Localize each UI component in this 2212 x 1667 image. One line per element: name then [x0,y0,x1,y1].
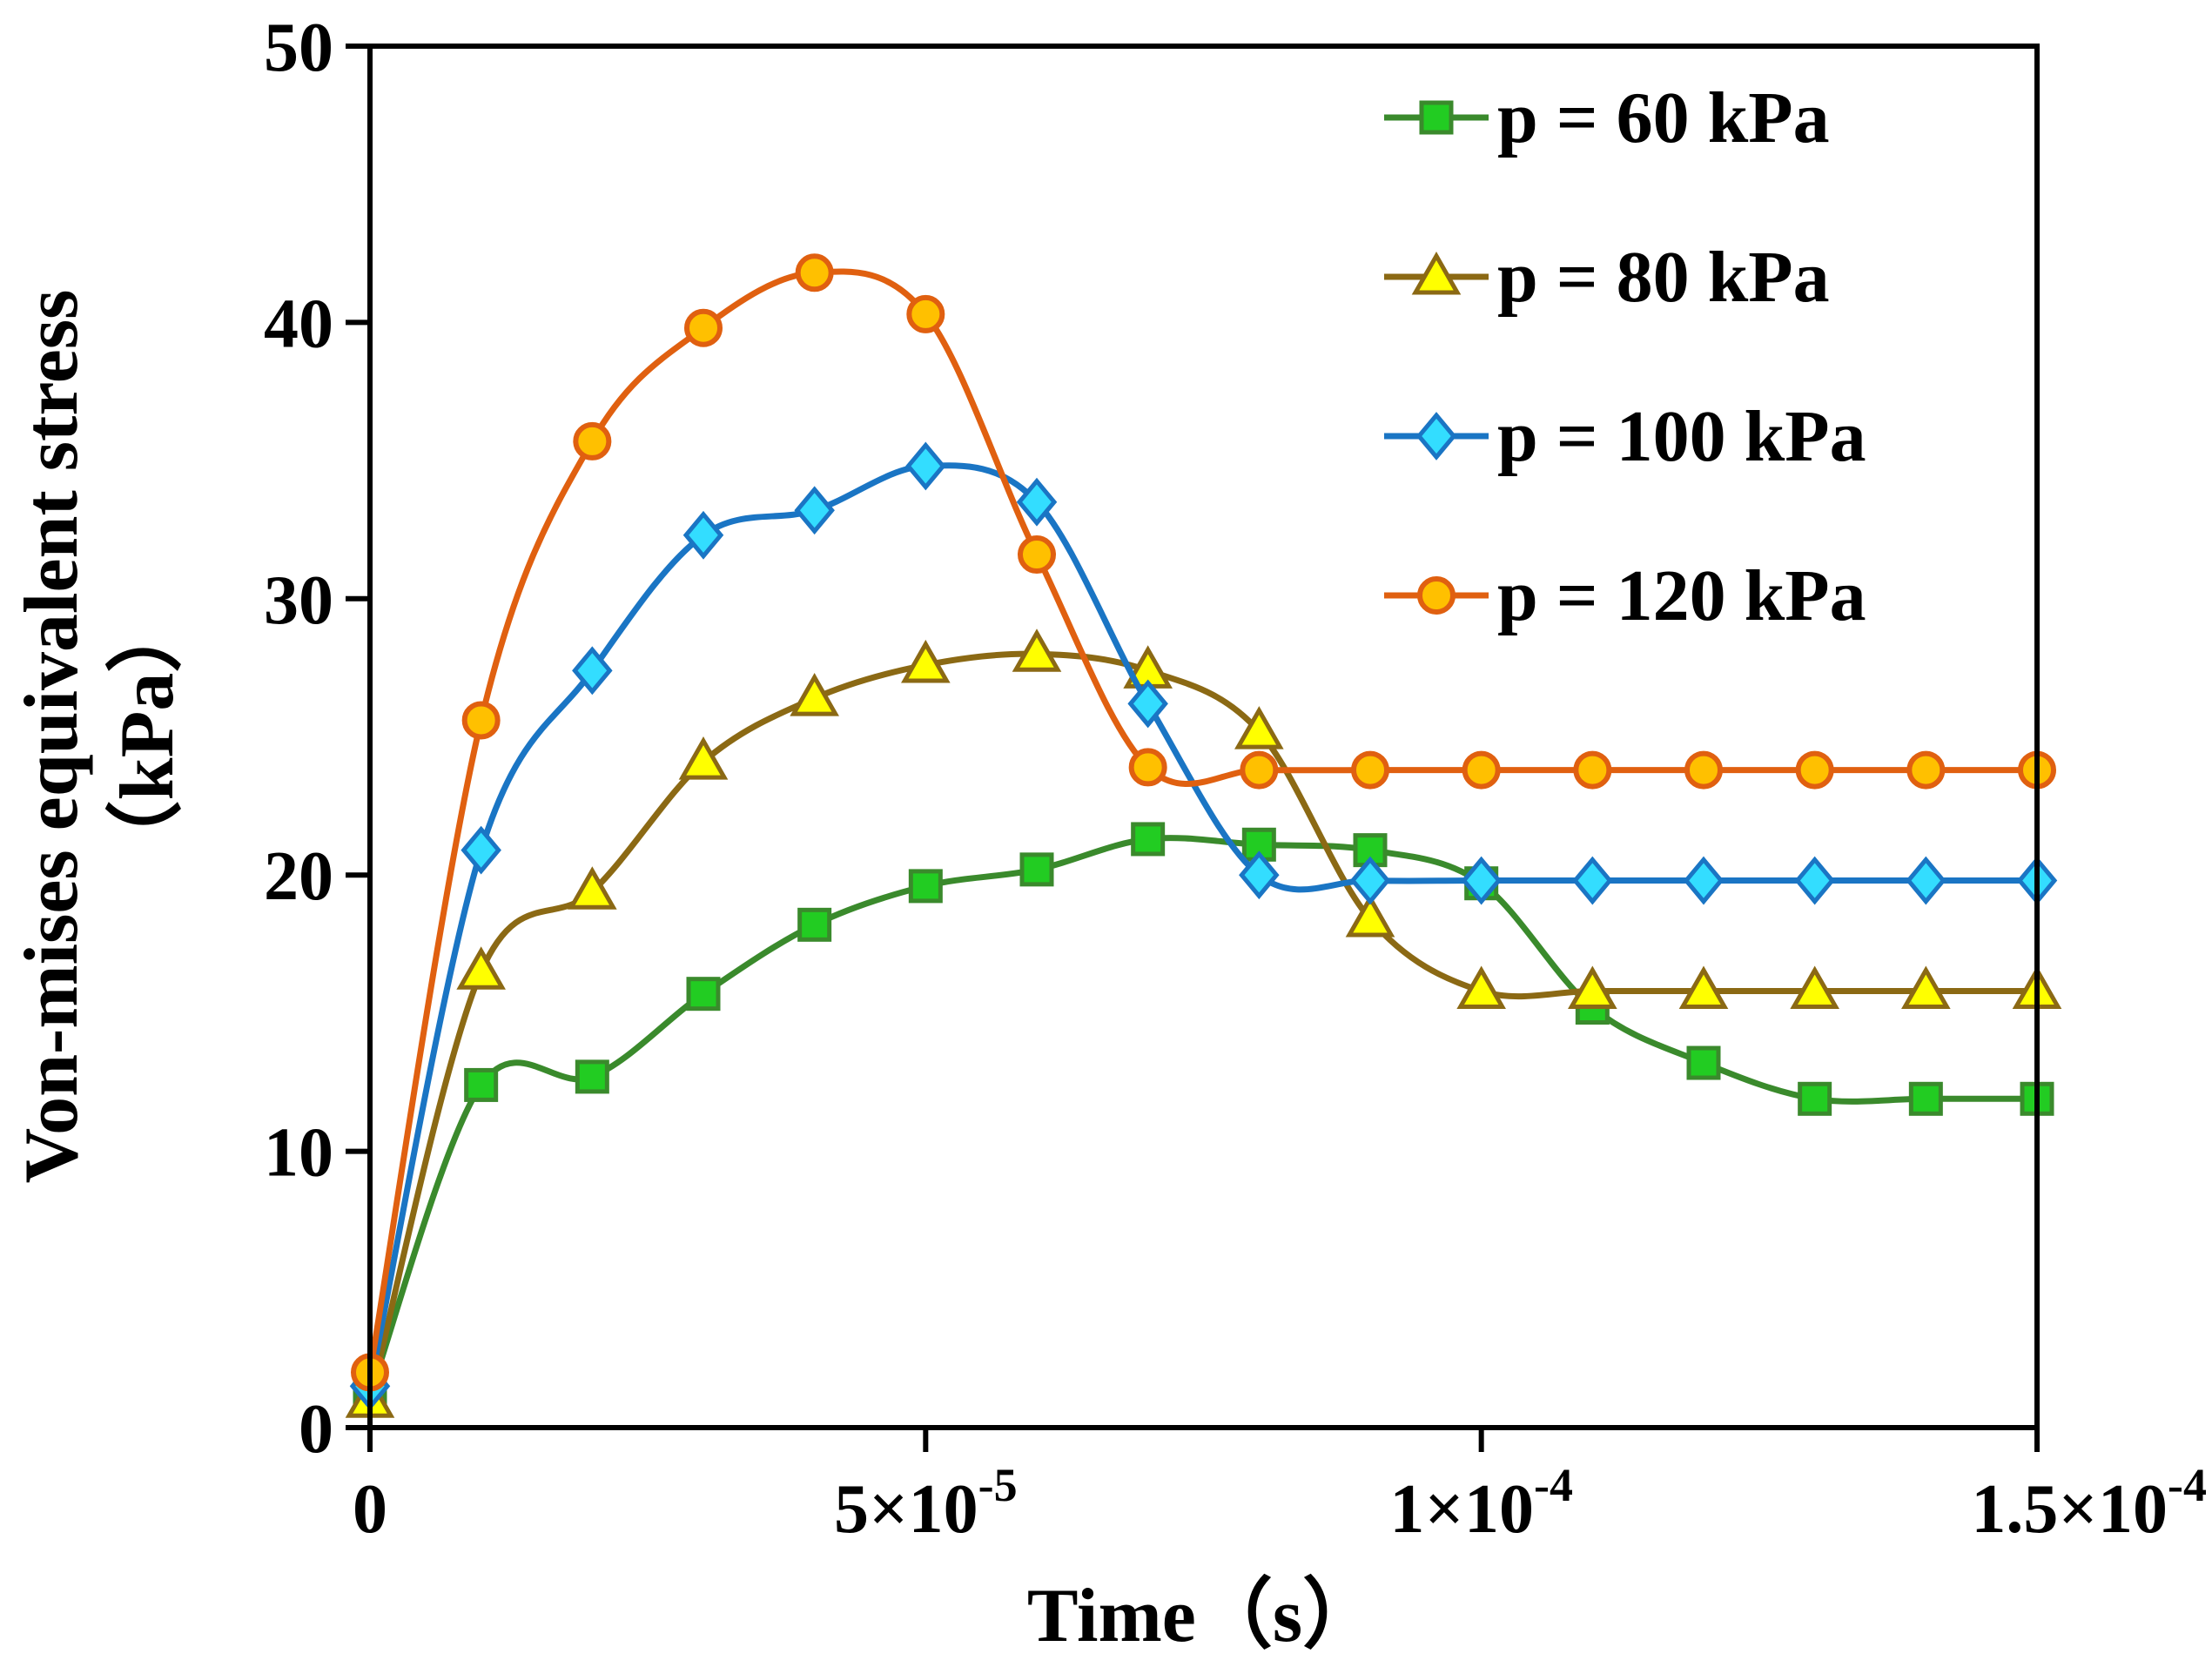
legend-label: p = 120 kPa [1497,555,1866,636]
data-point [678,736,729,780]
data-point [1128,748,1167,787]
data-point [1234,706,1284,749]
legend-marker [1415,412,1457,460]
data-point [1568,965,1617,1010]
data-point [461,825,501,875]
legend-item: p = 60 kPa [1384,77,1830,158]
data-point [1018,535,1056,575]
data-point [1901,965,1951,1010]
data-point [790,673,839,716]
series-2 [345,628,2062,1418]
x-tick-label-exponent: -4 [2168,1459,2207,1511]
legend-marker [1417,576,1456,615]
x-tick-label: 5×10-5 [834,1459,1018,1548]
series-4 [351,253,2056,1392]
data-point [1127,679,1168,729]
x-tick-label: 0 [353,1471,387,1548]
data-point [573,421,612,460]
data-point [1131,822,1166,857]
y-tick-label: 50 [264,10,333,86]
y-axis-title-line-2: （kPa） [105,596,190,877]
data-point [1906,750,1946,790]
y-tick-label: 0 [299,1391,333,1468]
data-point [1240,750,1279,790]
x-tick-label-exponent: -5 [978,1459,1018,1511]
data-point [1908,1081,1943,1116]
legend-marker [1419,100,1454,135]
data-point [1686,1045,1721,1080]
plot-frame [367,44,2040,1430]
data-point [575,1059,609,1094]
data-point [1795,750,1834,790]
data-point [1794,856,1835,905]
series-line [366,835,2037,1396]
data-point [684,308,723,347]
series-line [366,650,2037,1401]
data-point [901,639,951,683]
data-point [1456,965,1506,1010]
data-point [797,907,832,942]
y-tick-label: 10 [264,1115,333,1192]
legend-label: p = 100 kPa [1497,396,1866,477]
data-point [1461,856,1502,905]
data-point [1462,750,1501,790]
data-point [795,253,834,292]
data-point [1239,850,1280,900]
data-point [1349,856,1391,905]
data-point [1012,628,1062,672]
x-tick-label: 1.5×10-4 [1971,1459,2207,1548]
data-point [794,486,835,535]
data-point [906,294,945,333]
series-3 [349,441,2058,1411]
y-tick-label: 30 [264,562,333,639]
legend-item: p = 80 kPa [1384,237,1830,318]
data-point [1351,750,1389,790]
data-point [456,946,506,990]
data-point [1790,965,1839,1010]
legend-marker [1411,251,1462,295]
legend-label: p = 60 kPa [1497,77,1830,158]
data-point [1016,477,1058,527]
y-axis-title-line-1: Von-mises equivalent stress [10,290,94,1184]
x-tick-label: 1×10-4 [1389,1459,1573,1548]
series-1 [353,822,2054,1412]
data-point [908,869,943,904]
data-point [1572,856,1613,905]
data-point [1678,965,1729,1010]
data-point [905,441,946,491]
data-point [461,701,501,740]
data-point [1798,1081,1832,1116]
legend-label: p = 80 kPa [1497,237,1830,318]
y-tick-label: 40 [264,286,333,362]
legend: p = 60 kPa p = 80 kPa p = 100 kPa p = 120 k… [1384,77,1866,636]
x-tick-label-base: 0 [353,1471,387,1548]
data-point [572,646,613,696]
y-tick-label: 20 [264,838,333,915]
data-point [1345,893,1395,938]
data-point [1683,856,1725,905]
data-point [1684,750,1723,790]
data-point [568,866,617,910]
x-tick-label-base: 1.5×10 [1971,1471,2168,1548]
data-point [1019,852,1054,887]
data-point [464,1067,499,1102]
x-tick-label-base: 1×10 [1389,1471,1534,1548]
data-point [682,510,724,560]
x-tick-label-exponent: -4 [1534,1459,1573,1511]
data-point [1573,750,1612,790]
data-point [1906,856,1946,905]
series-layer [345,253,2062,1418]
x-axis-title: Time（s） [1027,1574,1379,1658]
legend-item: p = 120 kPa [1384,555,1866,636]
data-point [686,977,721,1012]
x-tick-label-base: 5×10 [834,1471,978,1548]
legend-item: p = 100 kPa [1384,396,1866,477]
